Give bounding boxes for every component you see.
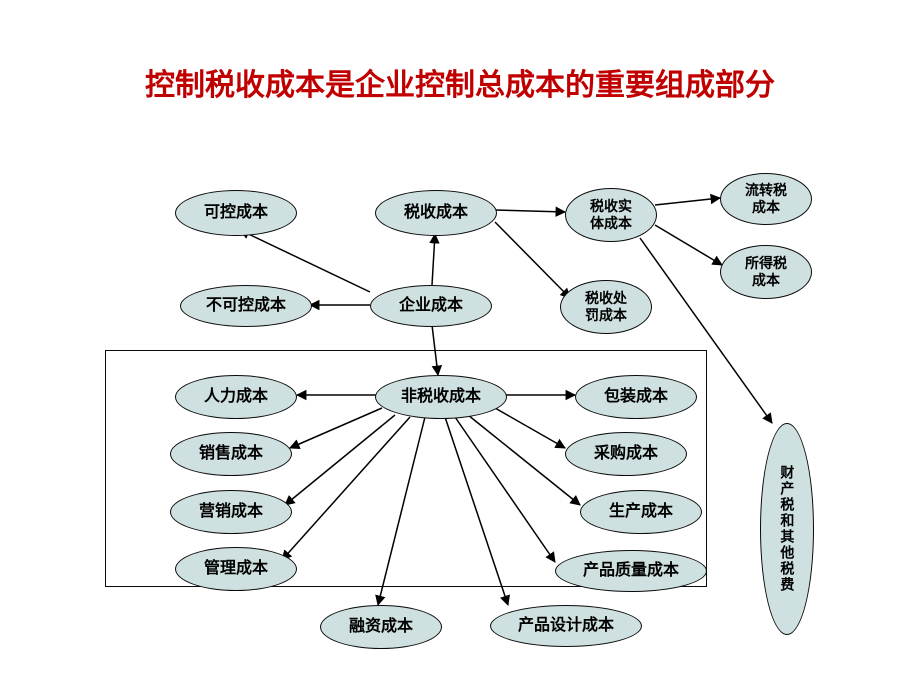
node-qycb: 企业成本 <box>370 285 492 327</box>
node-sscf: 税收处 罚成本 <box>560 280 652 334</box>
node-cpzl: 产品质量成本 <box>555 550 707 592</box>
node-cgcb: 采购成本 <box>565 432 687 476</box>
node-cpsj: 产品设计成本 <box>490 605 642 647</box>
node-lzs: 流转税 成本 <box>720 173 812 225</box>
node-ccs: 财产税和其他税费 <box>760 423 814 635</box>
edge-ssst-lzs <box>655 198 720 205</box>
edge-sscb-ssst <box>495 210 565 212</box>
node-fsscb: 非税收成本 <box>375 375 507 419</box>
edge-sscb-sscf <box>495 222 570 298</box>
node-bkkcb: 不可控成本 <box>180 285 312 327</box>
node-rlcb: 人力成本 <box>175 375 297 419</box>
node-sscb: 税收成本 <box>375 190 497 236</box>
node-yxcb: 营销成本 <box>170 490 292 534</box>
edge-ssst-sds <box>655 225 722 265</box>
node-slcb: 生产成本 <box>580 490 702 534</box>
node-ssst: 税收实 体成本 <box>565 188 657 242</box>
node-xscb: 销售成本 <box>170 432 292 476</box>
node-sds: 所得税 成本 <box>720 245 812 299</box>
page-title: 控制税收成本是企业控制总成本的重要组成部分 <box>0 60 920 104</box>
node-bzcb: 包装成本 <box>575 375 697 419</box>
edge-qycb-sscb <box>432 234 435 285</box>
node-rzcb: 融资成本 <box>320 605 442 649</box>
edge-qycb-kkcb <box>240 230 370 292</box>
node-glcb: 管理成本 <box>175 547 297 591</box>
node-kkcb: 可控成本 <box>175 190 297 236</box>
